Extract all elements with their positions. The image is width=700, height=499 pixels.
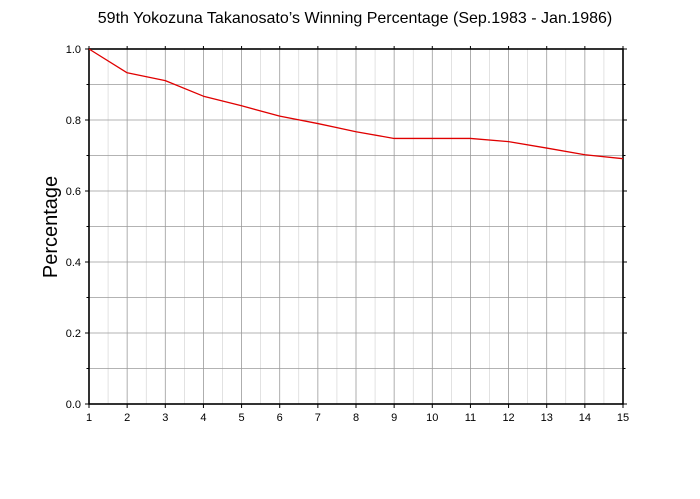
x-tick-label: 14 — [579, 412, 591, 424]
y-tick-label: 0.6 — [66, 186, 81, 198]
x-tick-label: 11 — [465, 412, 476, 424]
y-tick-label: 0.2 — [66, 328, 81, 340]
x-tick-label: 3 — [162, 412, 168, 424]
x-tick-label: 12 — [502, 412, 514, 424]
x-tick-label: 15 — [617, 412, 629, 424]
x-tick-label: 5 — [239, 412, 245, 424]
grid — [88, 48, 624, 405]
x-tick-label: 10 — [426, 412, 438, 424]
x-tick-label: 1 — [86, 412, 92, 424]
x-tick-label: 8 — [353, 412, 359, 424]
y-axis-label: Percentage — [40, 176, 62, 278]
series-layer — [88, 48, 624, 160]
x-tick-label: 9 — [391, 412, 397, 424]
chart-title: 59th Yokozuna Takanosato’s Winning Perce… — [98, 10, 612, 27]
axes: 1 2 3 4 5 6 7 8 9 10 11 12 13 14 150.00.20.40.60.81.0 — [66, 44, 629, 424]
y-tick-label: 0.4 — [66, 257, 81, 269]
x-tick-label: 13 — [541, 412, 553, 424]
y-tick-label: 0.0 — [66, 399, 81, 411]
x-tick-label: 4 — [200, 412, 206, 424]
x-tick-label: 7 — [315, 412, 321, 424]
y-tick-label: 0.8 — [66, 115, 81, 127]
x-tick-label: 6 — [277, 412, 283, 424]
x-tick-label: 2 — [124, 412, 130, 424]
series-line — [88, 48, 624, 160]
y-tick-label: 1.0 — [66, 44, 81, 56]
